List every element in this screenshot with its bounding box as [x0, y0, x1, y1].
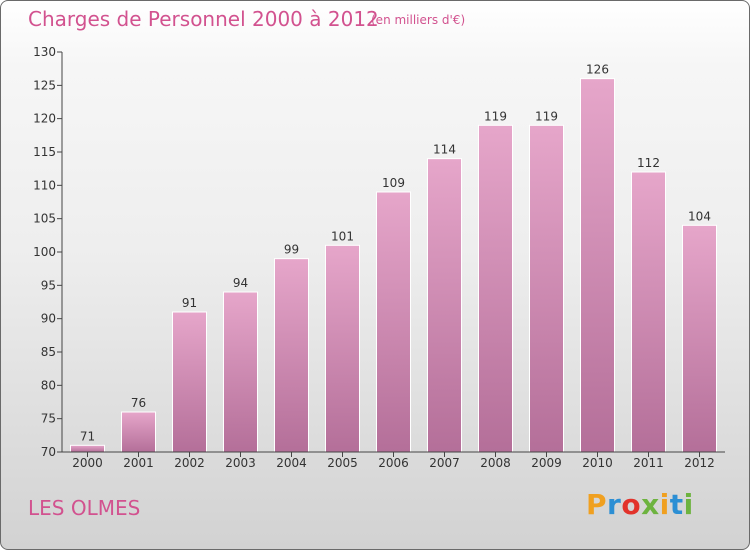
y-tick-label: 70 [41, 445, 56, 459]
data-label-2005: 101 [331, 229, 354, 243]
bar-2002 [172, 311, 207, 453]
x-tick-label-2007: 2007 [429, 456, 460, 470]
commune-name: LES OLMES [28, 496, 141, 520]
logo-letter: r [607, 488, 622, 521]
x-tick-label-2005: 2005 [327, 456, 358, 470]
y-tick-label: 85 [41, 345, 56, 359]
data-label-2004: 99 [284, 243, 299, 257]
y-tick-label: 130 [33, 45, 56, 59]
logo-letter: x [641, 488, 660, 521]
y-tick-label: 75 [41, 412, 56, 426]
x-tick-label-2003: 2003 [225, 456, 256, 470]
bar-2001 [121, 411, 156, 453]
x-tick-label-2004: 2004 [276, 456, 307, 470]
bar-2008 [478, 124, 513, 453]
bar-2005 [325, 244, 360, 453]
data-label-2006: 109 [382, 176, 405, 190]
x-tick-label-2008: 2008 [480, 456, 511, 470]
chart-title: Charges de Personnel 2000 à 2012 [28, 7, 379, 31]
x-tick-label-2002: 2002 [174, 456, 205, 470]
data-label-2010: 126 [586, 63, 609, 77]
logo-letter: P [586, 488, 608, 521]
logo-letter: i [683, 488, 694, 521]
chart-unit-note: (en milliers d'€) [371, 13, 466, 27]
data-label-2001: 76 [131, 396, 146, 410]
x-tick-label-2001: 2001 [123, 456, 154, 470]
data-label-2011: 112 [637, 156, 660, 170]
data-label-2012: 104 [688, 209, 711, 223]
data-label-2003: 94 [233, 276, 248, 290]
data-label-2000: 71 [80, 429, 95, 443]
x-tick-label-2000: 2000 [72, 456, 103, 470]
bar-2007 [427, 158, 462, 453]
y-tick-label: 115 [33, 145, 56, 159]
bar-2006 [376, 191, 411, 453]
logo-letter: i [659, 488, 670, 521]
data-label-2002: 91 [182, 296, 197, 310]
y-tick-label: 110 [33, 178, 56, 192]
bar-2003 [223, 291, 258, 453]
logo-letter: t [669, 488, 684, 521]
data-label-2008: 119 [484, 109, 507, 123]
x-tick-label-2006: 2006 [378, 456, 409, 470]
y-tick-label: 90 [41, 312, 56, 326]
y-tick-label: 105 [33, 212, 56, 226]
bar-2000 [70, 444, 105, 453]
x-tick-label-2010: 2010 [582, 456, 613, 470]
bar-2004 [274, 258, 309, 453]
x-axis: 2000 2001 2002 2003 2004 2005 2006 2007 2008 2009… [62, 451, 725, 470]
y-tick-label: 80 [41, 378, 56, 392]
data-label-2007: 114 [433, 143, 456, 157]
bar-2012 [682, 224, 717, 453]
y-tick-label: 125 [33, 78, 56, 92]
logo-letter: o [621, 488, 642, 521]
y-axis: 70 75 80 85 90 95 100 105 110 115 120 125 130 [33, 45, 63, 459]
bar-2011 [631, 171, 666, 453]
y-tick-label: 120 [33, 112, 56, 126]
bar-2009 [529, 124, 564, 453]
y-tick-label: 100 [33, 245, 56, 259]
bar-2010 [580, 78, 615, 453]
x-tick-label-2009: 2009 [531, 456, 562, 470]
bars: 71 76 91 94 99 101 109 114 119 119 126 112 104 [70, 63, 717, 453]
data-label-2009: 119 [535, 109, 558, 123]
x-tick-label-2012: 2012 [684, 456, 715, 470]
x-tick-label-2011: 2011 [633, 456, 664, 470]
y-tick-label: 95 [41, 278, 56, 292]
proxiti-logo[interactable]: Proxiti [586, 488, 694, 521]
